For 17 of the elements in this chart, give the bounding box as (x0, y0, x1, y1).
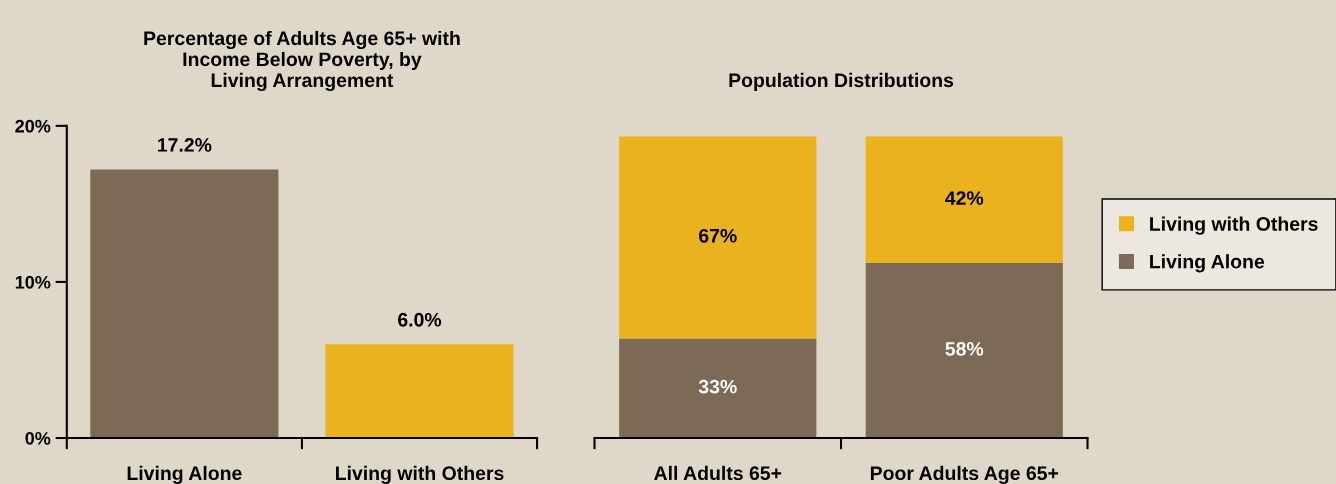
x-tick-label: Poor Adults Age 65+ (870, 465, 1059, 484)
y-tick-label: 0% (25, 431, 51, 445)
legend-label: Living Alone (1150, 254, 1265, 273)
legend-label: Living with Others (1150, 216, 1318, 235)
data-label: 67% (699, 228, 737, 243)
y-tick-label: 20% (15, 119, 51, 133)
x-tick-label: Living Alone (127, 465, 242, 484)
data-label: 6.0% (398, 312, 442, 327)
chart-title: Percentage of Adults Age 65+ with Income Below Poverty, by Living Arrangement (144, 30, 460, 92)
chart-title: Population Distributions (729, 72, 954, 91)
x-tick-label: Living with Others (336, 465, 504, 484)
x-tick-label: All Adults 65+ (654, 465, 782, 481)
data-label: 58% (945, 342, 984, 356)
data-label: 33% (698, 379, 737, 394)
data-label: 42% (945, 191, 984, 205)
y-tick-label: 10% (15, 275, 51, 289)
data-label: 17.2% (158, 138, 212, 152)
